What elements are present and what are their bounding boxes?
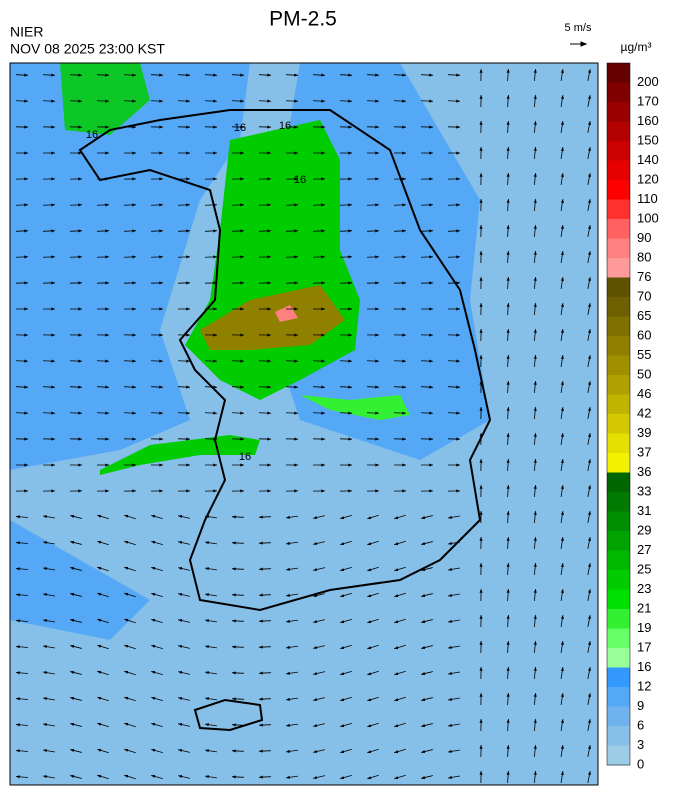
colorbar-label: 160	[637, 113, 659, 128]
colorbar-segment	[607, 629, 630, 649]
colorbar-label: 33	[637, 483, 651, 498]
colorbar-segment	[607, 63, 630, 83]
colorbar-segment	[607, 297, 630, 317]
colorbar-label: 12	[637, 678, 651, 693]
colorbar-label: 6	[637, 717, 644, 732]
colorbar-label: 17	[637, 639, 651, 654]
colorbar-label: 76	[637, 269, 651, 284]
colorbar-segment	[607, 512, 630, 532]
map: 16 16 16 16 16	[10, 63, 598, 785]
colorbar-segment	[607, 336, 630, 356]
colorbar-label: 19	[637, 620, 651, 635]
colorbar-segment	[607, 161, 630, 181]
colorbar-label: 27	[637, 542, 651, 557]
colorbar-segment	[607, 687, 630, 707]
colorbar-segment	[607, 356, 630, 376]
colorbar-unit: µg/m³	[621, 40, 652, 54]
colorbar-label: 23	[637, 581, 651, 596]
colorbar-segment	[607, 434, 630, 454]
contour-label: 16	[86, 129, 98, 141]
colorbar-label: 55	[637, 347, 651, 362]
colorbar-label: 46	[637, 386, 651, 401]
colorbar-segment	[607, 180, 630, 200]
contour-label: 16	[234, 122, 246, 134]
colorbar: 2001701601501401201101009080767065605550…	[607, 63, 659, 771]
colorbar-label: 90	[637, 230, 651, 245]
colorbar-label: 50	[637, 366, 651, 381]
colorbar-label: 60	[637, 327, 651, 342]
colorbar-label: 120	[637, 171, 659, 186]
colorbar-label: 100	[637, 210, 659, 225]
colorbar-label: 39	[637, 425, 651, 440]
colorbar-label: 36	[637, 464, 651, 479]
colorbar-label: 3	[637, 737, 644, 752]
colorbar-segment	[607, 590, 630, 610]
colorbar-label: 110	[637, 191, 658, 206]
colorbar-segment	[607, 375, 630, 395]
colorbar-segment	[607, 473, 630, 493]
colorbar-segment	[607, 219, 630, 239]
colorbar-label: 16	[637, 659, 651, 674]
colorbar-segment	[607, 648, 630, 668]
colorbar-label: 80	[637, 249, 651, 264]
colorbar-label: 70	[637, 288, 651, 303]
contour-label: 16	[294, 174, 306, 186]
colorbar-segment	[607, 726, 630, 746]
colorbar-label: 9	[637, 698, 644, 713]
colorbar-segment	[607, 258, 630, 278]
colorbar-segment	[607, 453, 630, 473]
colorbar-segment	[607, 414, 630, 434]
colorbar-segment	[607, 278, 630, 298]
colorbar-segment	[607, 317, 630, 337]
wind-scale-arrow	[570, 42, 586, 46]
colorbar-label: 200	[637, 74, 659, 89]
colorbar-segment	[607, 609, 630, 629]
colorbar-segment	[607, 492, 630, 512]
title: PM-2.5	[269, 8, 337, 31]
colorbar-segment	[607, 531, 630, 551]
colorbar-segment	[607, 83, 630, 103]
colorbar-segment	[607, 395, 630, 415]
colorbar-label: 25	[637, 561, 651, 576]
colorbar-segment	[607, 122, 630, 142]
colorbar-label: 21	[637, 600, 651, 615]
colorbar-label: 65	[637, 308, 651, 323]
source: NIER	[10, 24, 43, 40]
colorbar-label: 170	[637, 93, 659, 108]
colorbar-label: 150	[637, 132, 659, 147]
colorbar-label: 31	[637, 503, 651, 518]
colorbar-segment	[607, 668, 630, 688]
colorbar-segment	[607, 200, 630, 220]
colorbar-segment	[607, 707, 630, 727]
contour-label: 16	[239, 451, 251, 463]
colorbar-label: 42	[637, 405, 651, 420]
wind-scale-label: 5 m/s	[565, 22, 592, 34]
colorbar-segment	[607, 239, 630, 259]
contour-label: 16	[279, 120, 291, 132]
colorbar-label: 37	[637, 444, 651, 459]
colorbar-segment	[607, 746, 630, 766]
colorbar-segment	[607, 141, 630, 161]
colorbar-segment	[607, 570, 630, 590]
datetime: NOV 08 2025 23:00 KST	[10, 41, 165, 57]
colorbar-label: 140	[637, 152, 659, 167]
colorbar-segment	[607, 551, 630, 571]
colorbar-segment	[607, 102, 630, 122]
colorbar-label: 0	[637, 756, 644, 771]
colorbar-label: 29	[637, 522, 651, 537]
